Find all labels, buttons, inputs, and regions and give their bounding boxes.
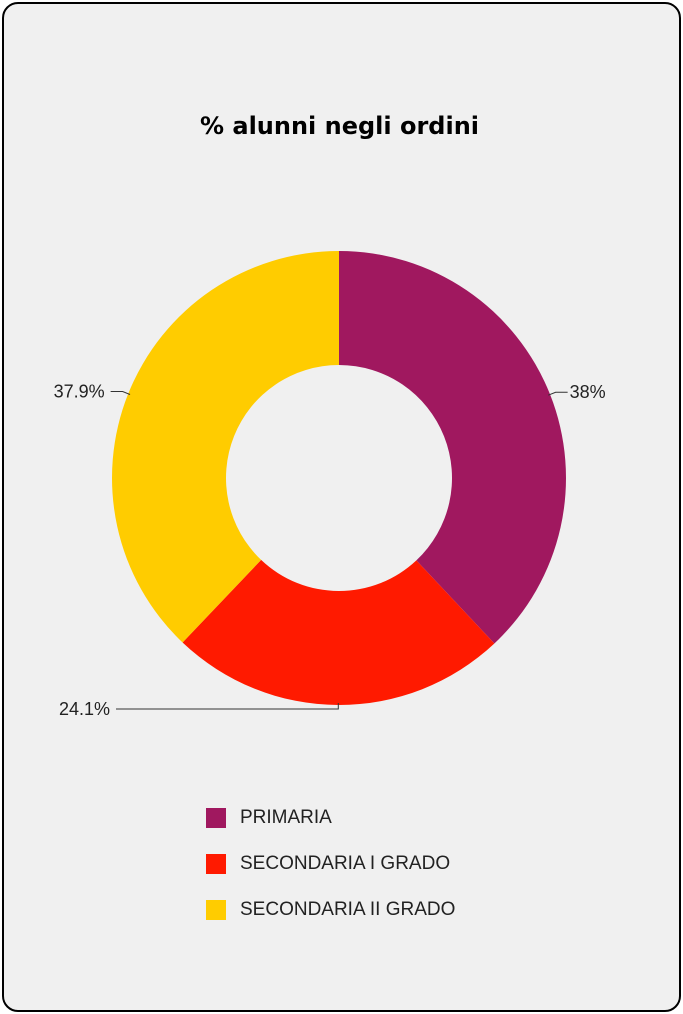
slice-labels: 38% 24.1% 37.9% xyxy=(54,382,606,719)
legend-swatch xyxy=(206,808,226,828)
data-label-secondaria-i-grado: 24.1% xyxy=(59,699,110,719)
chart-title: % alunni negli ordini xyxy=(199,112,480,140)
legend-swatch xyxy=(206,854,226,874)
chart-legend: PRIMARIA SECONDARIA I GRADO SECONDARIA II … xyxy=(206,795,455,933)
legend-swatch xyxy=(206,900,226,920)
legend-item-secondaria-ii-grado[interactable]: SECONDARIA II GRADO xyxy=(206,887,455,933)
slice-secondaria-i-grado[interactable] xyxy=(182,559,495,705)
legend-item-primaria[interactable]: PRIMARIA xyxy=(206,795,455,841)
leader-line-secondaria-ii-grado xyxy=(110,391,131,395)
slice-primaria[interactable] xyxy=(339,251,566,644)
leader-line-primaria xyxy=(548,391,568,396)
legend-label: PRIMARIA xyxy=(240,807,332,828)
slice-secondaria-ii-grado[interactable] xyxy=(111,250,340,643)
data-label-secondaria-ii-grado: 37.9% xyxy=(54,382,105,402)
leader-line-secondaria-i-grado xyxy=(116,702,339,710)
legend-label: SECONDARIA II GRADO xyxy=(240,899,456,920)
legend-label: SECONDARIA I GRADO xyxy=(240,853,451,874)
data-label-primaria: 38% xyxy=(570,382,606,402)
donut-slices xyxy=(111,250,566,705)
legend-item-secondaria-i-grado[interactable]: SECONDARIA I GRADO xyxy=(206,841,455,887)
